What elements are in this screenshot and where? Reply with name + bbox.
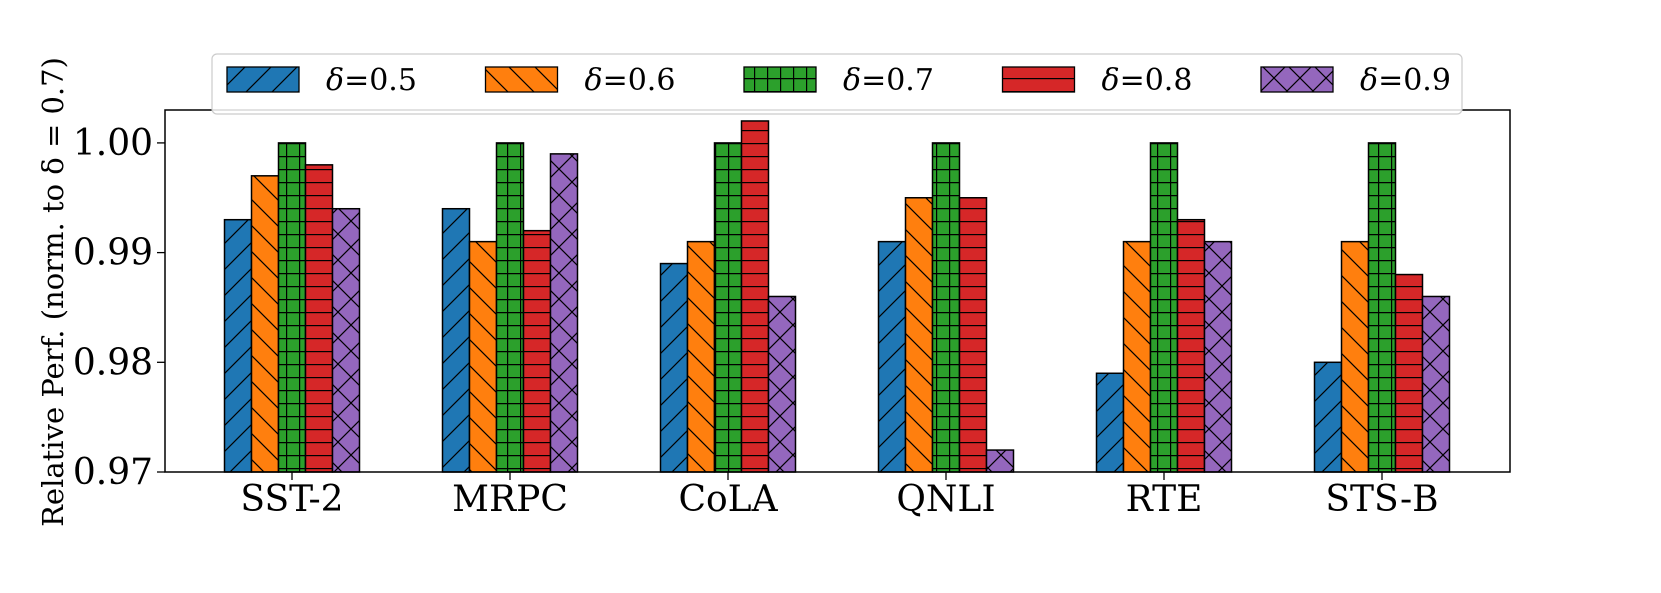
legend-value: =0.6 <box>603 63 676 98</box>
legend-symbol: δ <box>843 63 861 98</box>
legend-value: =0.7 <box>861 63 934 98</box>
y-tick-label: 0.99 <box>73 233 153 274</box>
bar-hatch <box>931 142 961 473</box>
bar-hatch <box>331 207 361 473</box>
bars <box>223 120 1451 473</box>
bar-hatch <box>958 197 988 473</box>
legend-swatch-hatch <box>743 66 817 93</box>
bar-hatch <box>304 164 334 473</box>
bar-hatch <box>1421 295 1451 473</box>
bar-hatch <box>468 240 498 473</box>
legend-symbol: δ <box>1360 63 1378 98</box>
x-tick-label: CoLA <box>678 479 778 520</box>
x-tick-label: RTE <box>1126 479 1203 520</box>
bar-hatch <box>686 240 716 473</box>
bar-hatch <box>1095 372 1125 473</box>
bar-hatch <box>549 153 579 473</box>
bar-hatch <box>767 295 797 473</box>
legend-label: δ=0.9 <box>1360 63 1451 98</box>
x-tick-label: QNLI <box>896 479 995 520</box>
bar-hatch <box>223 218 253 473</box>
y-tick-label: 1.00 <box>73 123 153 164</box>
bar-hatch <box>277 142 307 473</box>
legend-swatch-hatch <box>226 66 300 93</box>
legend-label: δ=0.6 <box>585 63 676 98</box>
legend-value: =0.5 <box>344 63 417 98</box>
x-tick-label: SST-2 <box>240 479 343 520</box>
legend-value: =0.8 <box>1120 63 1193 98</box>
legend-value: =0.9 <box>1378 63 1451 98</box>
bar-hatch <box>1367 142 1397 473</box>
bar-hatch <box>1394 273 1424 473</box>
y-tick-label: 0.97 <box>73 452 153 493</box>
bar-hatch <box>1313 361 1343 473</box>
legend: δ=0.5 δ=0.6 δ=0.7 δ=0.8 δ=0.9 <box>211 53 1463 115</box>
legend-symbol: δ <box>585 63 603 98</box>
plot-frame <box>164 109 1511 473</box>
y-tick-label: 0.98 <box>73 342 153 383</box>
legend-symbol: δ <box>1102 63 1120 98</box>
bar-hatch <box>1122 240 1152 473</box>
bar-hatch <box>877 240 907 473</box>
legend-label: δ=0.5 <box>326 63 417 98</box>
bar-hatch <box>250 175 280 473</box>
axes: 0.97 0.98 0.99 1.00 SST-2 MRPC CoLA QNLI RTE STS-… <box>73 109 1511 520</box>
bar-hatch <box>1176 218 1206 473</box>
bar-hatch <box>985 449 1015 473</box>
x-tick-label: STS-B <box>1325 479 1438 520</box>
bar-hatch <box>522 229 552 473</box>
bar-hatch <box>1340 240 1370 473</box>
legend-label: δ=0.8 <box>1102 63 1193 98</box>
x-tick-label: MRPC <box>452 479 568 520</box>
bar-hatch <box>495 142 525 473</box>
legend-swatch-hatch <box>1260 66 1334 93</box>
legend-label: δ=0.7 <box>843 63 934 98</box>
bar-hatch <box>740 120 770 473</box>
bar-hatch <box>659 262 689 473</box>
bar-hatch <box>713 142 743 473</box>
y-axis-label: Relative Perf. (norm. to δ = 0.7) <box>36 57 70 527</box>
legend-swatch-hatch <box>484 66 559 93</box>
bar-hatch <box>904 197 934 473</box>
bar-hatch <box>441 207 471 473</box>
legend-symbol: δ <box>326 63 344 98</box>
bar-hatch <box>1203 240 1233 473</box>
bar-hatch <box>1149 142 1179 473</box>
legend-swatch-hatch <box>1001 66 1076 93</box>
